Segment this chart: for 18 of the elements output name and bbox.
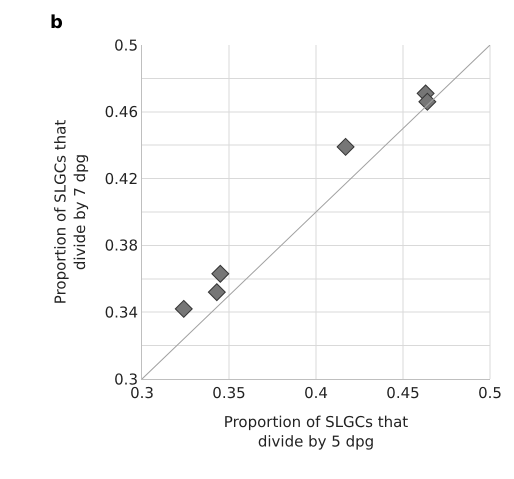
- point: [174, 300, 193, 318]
- point: [208, 283, 226, 302]
- y-tick-label: 0.34: [104, 303, 138, 322]
- y-tick-label: 0.38: [104, 236, 138, 255]
- point: [336, 138, 355, 156]
- point: [211, 264, 230, 283]
- x-tick-label: 0.35: [212, 384, 246, 402]
- text: b: [50, 12, 63, 33]
- x-tick-label: 0.5: [478, 384, 502, 402]
- y-tick-label: 0.5: [114, 36, 138, 54]
- y-tick-label: 0.42: [104, 170, 138, 188]
- y-tick-label: 0.46: [104, 103, 138, 122]
- point: [418, 92, 436, 111]
- y-axis-title: Proportion of SLGCs that divide by 7 dpg: [51, 120, 89, 304]
- x-tick-label: 0.3: [130, 384, 154, 402]
- x-axis-title: Proportion of SLGCs that divide by 5 dpg: [224, 413, 408, 450]
- x-tick-label: 0.45: [386, 384, 420, 402]
- x-tick-label: 0.4: [304, 384, 328, 402]
